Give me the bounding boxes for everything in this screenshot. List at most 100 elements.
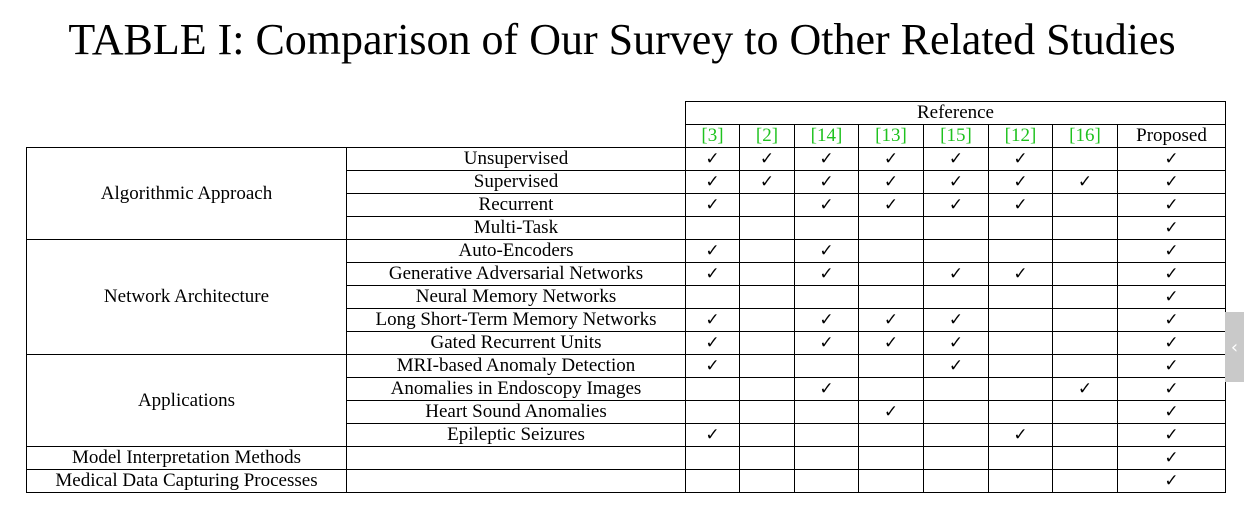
checkmark-icon: ✓ — [948, 310, 964, 330]
check-cell — [923, 446, 989, 470]
check-cell: ✓ — [794, 377, 859, 401]
table-row: Multi-Task ✓ — [27, 216, 1226, 240]
checkmark-icon: ✓ — [705, 264, 720, 284]
check-cell — [1052, 216, 1118, 240]
chevron-left-icon: ‹ — [1230, 336, 1239, 358]
group-label: Model Interpretation Methods — [26, 446, 347, 470]
check-cell — [923, 216, 989, 240]
check-cell: ✓ — [923, 262, 989, 286]
check-cell — [794, 400, 859, 424]
checkmark-icon: ✓ — [883, 149, 899, 169]
check-cell: ✓ — [685, 147, 740, 171]
checkmark-icon: ✓ — [1164, 218, 1179, 238]
checkmark-icon: ✓ — [948, 356, 964, 376]
checkmark-icon: ✓ — [705, 425, 720, 445]
check-cell — [794, 285, 859, 309]
checkmark-icon: ✓ — [1013, 195, 1028, 215]
check-cell — [988, 308, 1053, 332]
check-cell — [739, 193, 795, 217]
reference-column-header: [16] — [1052, 124, 1118, 148]
check-cell: ✓ — [1117, 216, 1226, 240]
row-label: Epileptic Seizures — [346, 423, 686, 447]
row-label: Unsupervised — [346, 147, 686, 171]
checkmark-icon: ✓ — [1164, 195, 1179, 215]
check-cell — [923, 423, 989, 447]
reference-label: [2] — [755, 125, 779, 147]
check-cell — [923, 239, 989, 263]
checkmark-icon: ✓ — [1164, 425, 1179, 445]
check-cell — [1052, 446, 1118, 470]
check-cell — [988, 400, 1053, 424]
checkmark-icon: ✓ — [1164, 471, 1179, 491]
check-cell: ✓ — [794, 193, 859, 217]
group-label: Network Architecture — [26, 239, 347, 355]
check-cell: ✓ — [1117, 400, 1226, 424]
check-cell: ✓ — [1117, 446, 1226, 470]
row-label: Gated Recurrent Units — [346, 331, 686, 355]
table-row: Network Architecture Auto-Encoders ✓ ✓ ✓ — [26, 239, 1226, 355]
check-cell: ✓ — [858, 170, 924, 194]
check-cell: ✓ — [1052, 377, 1118, 401]
check-cell: ✓ — [794, 170, 859, 194]
reference-column-header: [12] — [988, 124, 1053, 148]
checkmark-icon: ✓ — [705, 241, 720, 261]
reference-label: [13] — [875, 125, 907, 147]
reference-header: Reference — [685, 101, 1226, 125]
check-cell — [739, 354, 795, 378]
checkmark-icon: ✓ — [819, 195, 834, 215]
check-cell — [923, 377, 989, 401]
row-label: MRI-based Anomaly Detection — [346, 354, 686, 378]
side-panel-toggle[interactable]: ‹ — [1225, 312, 1244, 382]
row-label: Neural Memory Networks — [346, 285, 686, 309]
check-cell: ✓ — [1117, 331, 1226, 355]
check-cell — [858, 285, 924, 309]
row-label — [346, 469, 686, 493]
check-cell — [858, 423, 924, 447]
check-cell — [858, 262, 924, 286]
check-cell: ✓ — [794, 239, 859, 263]
header-blank — [27, 102, 686, 148]
row-label: Supervised — [346, 170, 686, 194]
check-cell — [685, 216, 740, 240]
reference-column-header: [2] — [739, 124, 795, 148]
check-cell: ✓ — [923, 193, 989, 217]
row-label: Generative Adversarial Networks — [346, 262, 686, 286]
check-cell — [988, 285, 1053, 309]
check-cell — [739, 239, 795, 263]
checkmark-icon: ✓ — [705, 195, 720, 215]
check-cell — [988, 469, 1053, 493]
check-cell: ✓ — [1117, 170, 1226, 194]
checkmark-icon: ✓ — [948, 264, 964, 284]
check-cell: ✓ — [685, 239, 740, 263]
checkmark-icon: ✓ — [759, 149, 775, 169]
check-cell: ✓ — [794, 262, 859, 286]
table-row: Anomalies in Endoscopy Images ✓ ✓ ✓ — [27, 377, 1226, 401]
check-cell — [1052, 308, 1118, 332]
checkmark-icon: ✓ — [883, 333, 899, 353]
reference-label: [15] — [940, 125, 972, 147]
check-cell — [739, 400, 795, 424]
check-cell — [988, 446, 1053, 470]
check-cell — [794, 446, 859, 470]
check-cell — [794, 423, 859, 447]
check-cell — [988, 354, 1053, 378]
table-row: Applications MRI-based Anomaly Detection ✓… — [26, 354, 1226, 447]
check-cell: ✓ — [923, 308, 989, 332]
check-cell: ✓ — [1117, 239, 1226, 263]
group-label: Medical Data Capturing Processes — [26, 469, 347, 493]
check-cell — [739, 285, 795, 309]
check-cell — [685, 285, 740, 309]
checkmark-icon: ✓ — [1013, 264, 1028, 284]
check-cell: ✓ — [1117, 262, 1226, 286]
reference-column-header: [3] — [685, 124, 740, 148]
check-cell — [739, 469, 795, 493]
checkmark-icon: ✓ — [948, 149, 964, 169]
check-cell — [923, 285, 989, 309]
table-row: Neural Memory Networks ✓ — [27, 285, 1226, 309]
check-cell: ✓ — [988, 423, 1053, 447]
table-row: Model Interpretation Methods ✓ — [26, 446, 1226, 470]
group-label: Algorithmic Approach — [26, 147, 347, 240]
reference-label: [16] — [1069, 125, 1101, 147]
check-cell — [739, 308, 795, 332]
check-cell: ✓ — [988, 147, 1053, 171]
